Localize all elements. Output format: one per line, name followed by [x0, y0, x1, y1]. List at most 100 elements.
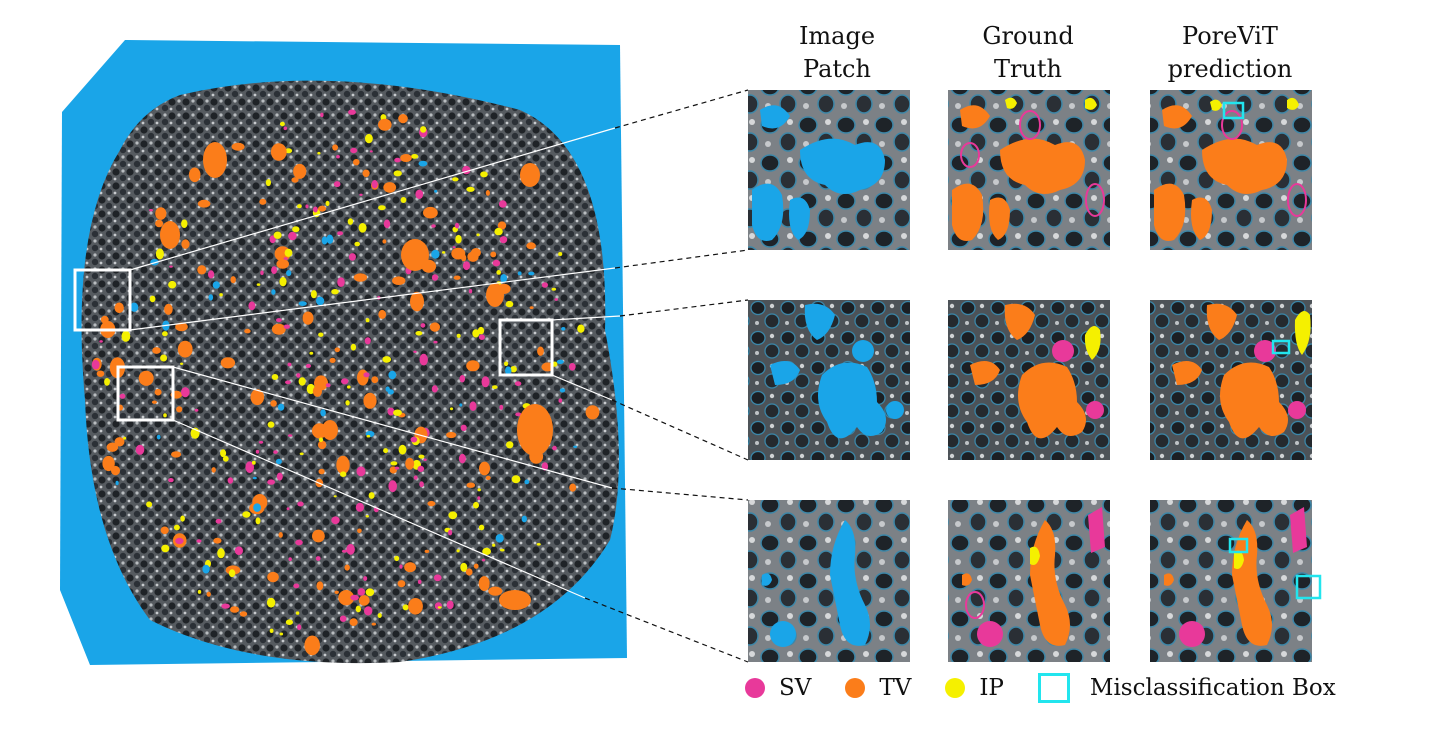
pore-marker	[299, 452, 304, 456]
pore-marker	[276, 318, 282, 323]
pore-marker	[510, 366, 517, 373]
pore-marker	[277, 403, 285, 411]
tv-pore-blob	[499, 590, 531, 610]
pore-marker	[265, 179, 271, 187]
legend-item-box: Misclassification Box	[1037, 673, 1336, 703]
pore-marker	[220, 449, 227, 458]
pore-marker	[91, 359, 100, 370]
pore-marker	[333, 181, 341, 188]
pore-marker	[359, 193, 363, 196]
selection-box-3	[116, 365, 175, 422]
pore-marker	[423, 458, 427, 462]
pore-marker	[338, 590, 355, 606]
pore-marker	[258, 440, 264, 444]
pore-marker	[315, 556, 321, 561]
pore-marker	[285, 619, 293, 625]
tv-pore-blob	[486, 283, 504, 307]
pore-marker	[371, 180, 378, 189]
pore-marker	[437, 606, 442, 609]
pore-marker	[256, 283, 261, 286]
header-ground-truth: Ground Truth	[943, 20, 1113, 86]
pore-marker	[387, 389, 394, 395]
pore-marker	[405, 457, 415, 470]
pore-marker	[393, 170, 402, 177]
pore-marker	[365, 515, 369, 518]
pore-marker	[271, 323, 286, 335]
pore-marker	[304, 635, 321, 656]
pore-marker	[234, 546, 243, 555]
pore-marker	[417, 579, 422, 585]
legend-item-sv: SV	[745, 675, 811, 701]
tv-dot-icon	[845, 678, 866, 698]
misclassification-box	[1228, 537, 1249, 554]
pore-marker	[415, 331, 423, 336]
pore-marker	[434, 602, 442, 610]
pore-marker	[259, 198, 267, 205]
pore-marker	[220, 357, 236, 369]
misclassification-box	[1222, 101, 1245, 120]
pore-marker	[171, 451, 182, 458]
pore-marker	[496, 270, 502, 275]
tv-pore-blob	[517, 404, 553, 456]
pore-marker	[221, 603, 230, 609]
pore-marker	[350, 343, 357, 351]
pore-marker	[302, 311, 314, 325]
pore-marker	[365, 588, 375, 597]
selection-box-1	[73, 268, 132, 332]
pore-marker	[296, 373, 301, 378]
pore-marker	[160, 526, 169, 535]
pore-marker	[363, 576, 368, 581]
pore-marker	[149, 209, 153, 212]
pore-marker	[269, 235, 276, 244]
pore-marker	[212, 281, 220, 289]
pore-marker	[353, 273, 368, 282]
pore-marker	[321, 236, 328, 245]
pore-marker	[410, 291, 424, 312]
pore-marker	[228, 569, 236, 578]
pore-marker	[363, 392, 377, 409]
pore-marker	[431, 224, 436, 228]
pore-marker	[413, 350, 417, 353]
pore-marker	[390, 461, 398, 466]
pore-marker	[279, 277, 287, 287]
pore-marker	[215, 518, 222, 524]
pore-marker	[288, 557, 292, 562]
pore-marker	[266, 597, 276, 608]
pore-marker	[480, 171, 488, 178]
pore-marker	[477, 496, 481, 500]
pore-marker	[202, 564, 210, 574]
pore-marker	[478, 524, 485, 531]
pore-marker	[138, 370, 154, 386]
header-line-1: PoreViT	[1182, 22, 1278, 50]
pore-marker	[431, 274, 439, 281]
pore-marker	[460, 424, 467, 431]
tv-pore-blob	[203, 142, 227, 178]
pore-marker	[291, 177, 299, 183]
pore-marker	[433, 574, 442, 582]
pore-marker	[398, 114, 408, 124]
pore-marker	[123, 436, 127, 440]
pore-marker	[121, 330, 131, 342]
pore-marker	[278, 532, 283, 538]
pore-marker	[433, 340, 438, 344]
pore-marker	[99, 340, 103, 343]
pore-marker	[152, 347, 161, 354]
pore-marker	[227, 477, 234, 484]
pore-marker	[536, 543, 541, 546]
pore-marker	[276, 259, 290, 269]
pore-marker	[481, 376, 490, 388]
pore-marker	[524, 479, 530, 485]
pore-marker	[197, 199, 211, 208]
pore-marker	[478, 334, 485, 341]
pore-marker	[168, 478, 174, 483]
pore-marker	[213, 537, 222, 544]
pore-marker	[462, 261, 471, 271]
pore-marker	[387, 407, 395, 416]
misclassification-box	[1295, 574, 1322, 600]
pore-marker	[326, 234, 334, 244]
header-line-2: Truth	[993, 55, 1063, 83]
pore-marker	[402, 604, 409, 611]
pore-marker	[365, 318, 370, 323]
pore-marker	[250, 389, 265, 406]
pore-marker	[554, 298, 558, 301]
